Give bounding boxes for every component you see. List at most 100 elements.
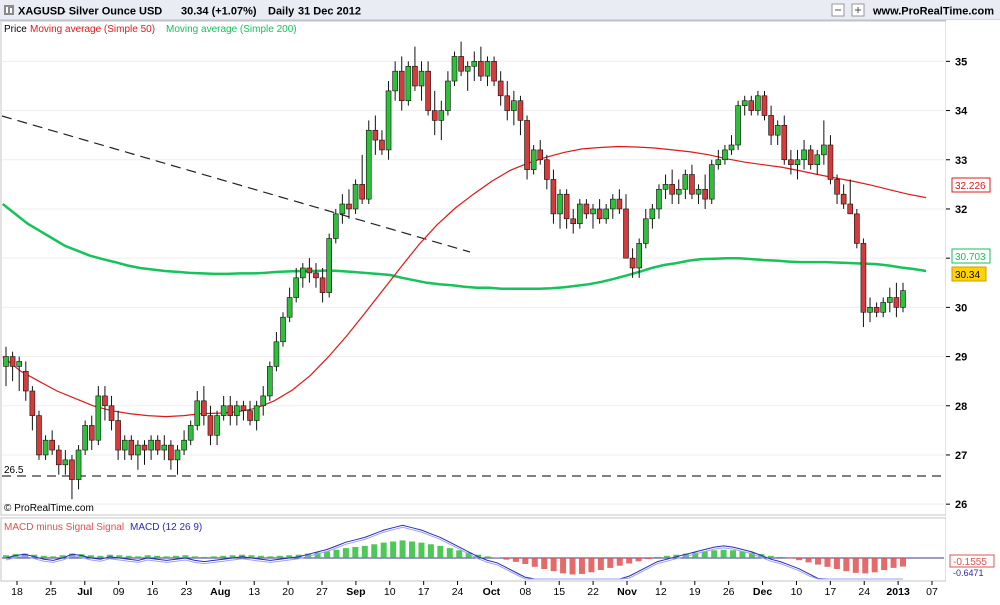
time-tick-label: Sep xyxy=(346,586,365,598)
candle xyxy=(372,115,379,155)
macd-bar xyxy=(767,555,774,558)
candle-body xyxy=(722,149,728,161)
macd-bar xyxy=(154,555,161,558)
candle-body xyxy=(16,361,22,367)
candle xyxy=(220,395,227,421)
candle xyxy=(669,169,675,205)
candle xyxy=(880,297,887,318)
candle xyxy=(577,199,583,229)
price-tick-label: 33 xyxy=(955,155,967,167)
macd-bar xyxy=(418,542,425,558)
candle xyxy=(715,149,722,170)
candle xyxy=(398,56,405,111)
instrument-icon xyxy=(4,5,14,15)
title-bar xyxy=(0,0,1000,20)
macd-bar xyxy=(257,555,264,558)
candle xyxy=(260,386,267,416)
candle-body xyxy=(741,100,748,106)
candle-body xyxy=(227,405,234,416)
candle-body xyxy=(768,115,774,136)
macd-bar xyxy=(427,544,434,558)
candle-body xyxy=(280,316,286,343)
macd-bar xyxy=(229,555,236,558)
candle xyxy=(339,194,346,224)
candle xyxy=(893,282,900,318)
time-tick-label: 23 xyxy=(181,586,193,598)
candle-body xyxy=(814,154,821,165)
candle xyxy=(121,435,128,460)
candle-body xyxy=(563,193,570,220)
candle xyxy=(194,391,201,431)
price-tick-label: 35 xyxy=(955,56,967,68)
candle xyxy=(840,184,847,209)
macd-bar xyxy=(40,555,47,558)
candle-body xyxy=(95,395,102,441)
candle-body xyxy=(603,208,609,220)
candle xyxy=(286,287,293,323)
candle-body xyxy=(326,238,332,293)
candle xyxy=(280,312,286,347)
minimize-icon[interactable] xyxy=(831,3,845,17)
candle xyxy=(504,81,511,121)
candle-body xyxy=(286,297,293,318)
candle-body xyxy=(590,208,596,215)
candle-body xyxy=(300,267,306,279)
candle xyxy=(227,395,234,426)
macd-bar xyxy=(59,555,66,558)
candle-body xyxy=(854,213,860,244)
candle xyxy=(847,179,854,215)
candle-body xyxy=(840,193,847,205)
legend-ma50: Moving average (Simple 50) xyxy=(30,24,155,35)
macd-bar xyxy=(900,558,906,567)
macd-bar xyxy=(824,558,831,567)
resistance-trendline[interactable] xyxy=(1,115,471,253)
candle-body xyxy=(504,95,511,111)
candle xyxy=(557,189,563,229)
macd-bar xyxy=(748,552,755,558)
time-tick-label: 13 xyxy=(248,586,260,598)
zoom-icon[interactable] xyxy=(851,3,865,17)
candle xyxy=(22,361,29,401)
candle-body xyxy=(9,356,16,367)
candle-body xyxy=(497,80,504,97)
macd-bar xyxy=(446,548,453,558)
candle-body xyxy=(207,415,214,436)
candle xyxy=(174,445,181,475)
time-axis: 18 25 Jul 09 16 23 Aug 13 20 27 Sep 10 17 24 Oct 08 15 22… xyxy=(11,581,938,598)
macd-bar xyxy=(635,558,642,562)
candle xyxy=(722,145,728,165)
price-tags: 32.226 30.703 30.34 xyxy=(951,177,991,282)
candle-body xyxy=(821,144,827,156)
macd-bar xyxy=(777,556,784,558)
candle-body xyxy=(656,188,662,210)
candle xyxy=(570,208,577,234)
time-tick-label: 08 xyxy=(519,586,531,598)
macd-bar xyxy=(522,558,529,565)
candle-body xyxy=(135,444,141,456)
macd-bar xyxy=(815,558,822,565)
macd-bar xyxy=(730,550,737,558)
macd-bar xyxy=(352,547,359,558)
macd-bar xyxy=(852,558,859,573)
candle-series xyxy=(3,41,906,500)
ma200-price-tag xyxy=(951,248,991,264)
candle xyxy=(741,95,748,116)
time-tick-label: 20 xyxy=(282,586,294,598)
time-tick-label: Aug xyxy=(210,586,230,598)
candle-body xyxy=(62,459,69,466)
macd-bar xyxy=(569,558,576,575)
candle-body xyxy=(161,444,168,451)
candle-body xyxy=(148,439,154,451)
candle xyxy=(768,105,774,145)
candle-body xyxy=(689,174,695,195)
candle xyxy=(405,61,412,106)
candle xyxy=(293,268,300,303)
candle-body xyxy=(873,307,880,313)
candle-body xyxy=(544,159,550,180)
candle xyxy=(267,361,273,401)
candle-body xyxy=(174,449,181,461)
candle xyxy=(62,450,69,475)
candle-body xyxy=(715,159,722,165)
candle-body xyxy=(807,149,814,165)
time-tick-label: Nov xyxy=(617,586,637,598)
